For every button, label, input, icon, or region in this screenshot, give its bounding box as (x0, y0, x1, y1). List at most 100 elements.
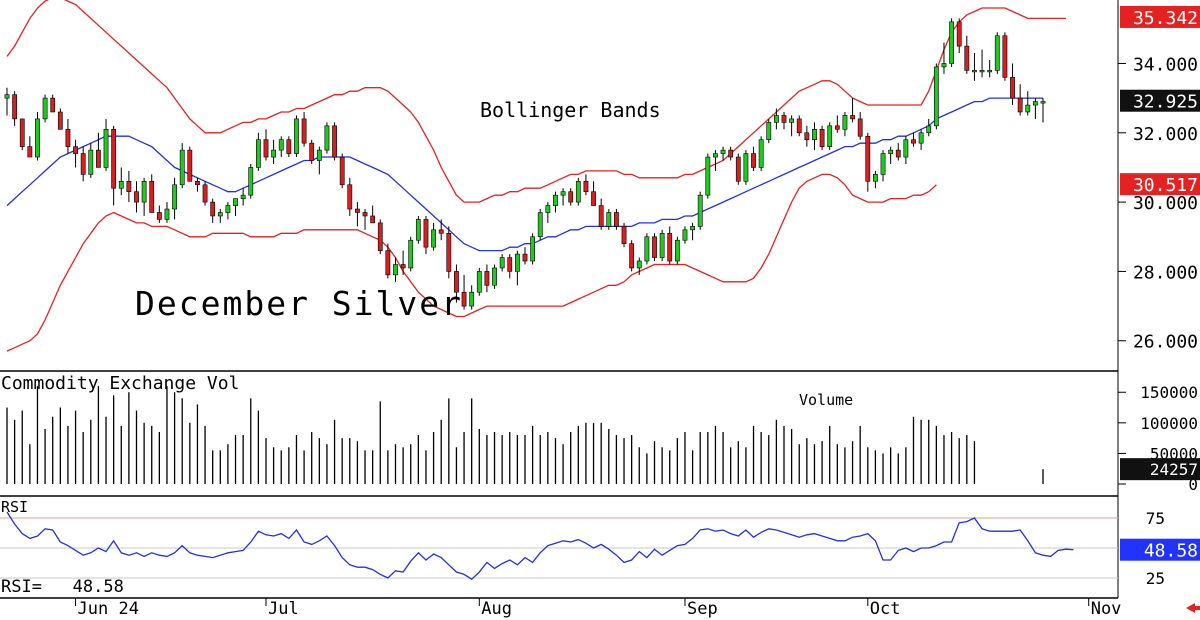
month-label: Sep (687, 599, 718, 619)
candle-body-down (347, 184, 353, 210)
candle-body-up (545, 205, 551, 213)
candle-body-up (316, 149, 322, 161)
candle-body-down (134, 191, 139, 203)
candle-body-down (781, 115, 787, 123)
candle-body-up (1032, 101, 1038, 106)
candle-body-up (476, 271, 482, 293)
price-tick-label: 28.000 (1133, 262, 1198, 283)
candle-body-down (12, 94, 18, 120)
candle-body-up (42, 97, 48, 120)
month-label: Oct (870, 599, 901, 619)
candle-body-down (895, 149, 901, 158)
candle-body-down (964, 45, 970, 71)
candle-body-down (65, 129, 71, 147)
candle-body-up (979, 70, 985, 73)
candle-body-up (1025, 104, 1031, 113)
candle-body-down (96, 149, 101, 168)
candle-body-up (118, 181, 124, 189)
candle-body-up (172, 184, 177, 210)
candle-body-up (164, 208, 170, 220)
candle-body-down (911, 139, 916, 144)
candle-body-up (248, 167, 254, 196)
bollinger-bands-label: Bollinger Bands (480, 98, 661, 122)
scroll-arrow-icon[interactable] (1186, 603, 1200, 613)
candle-body-down (522, 253, 528, 262)
candle-body-down (796, 118, 802, 134)
candle-body-down (652, 236, 657, 258)
bollinger-middle-line (6, 97, 1043, 252)
candle-body-down (751, 153, 756, 168)
candle-body-up (987, 70, 993, 73)
candle-body-up (415, 219, 421, 241)
candle-body-down (370, 215, 376, 224)
rsi-panel-title: RSI (1, 498, 28, 516)
candle-body-up (842, 115, 848, 130)
volume-panel-title: Commodity Exchange Vol (1, 373, 239, 394)
candle-body-up (271, 149, 277, 158)
candle-body-up (933, 66, 939, 127)
candle-body-down (507, 257, 513, 272)
candle-body-down (865, 135, 871, 182)
candle-body-up (705, 156, 711, 196)
candle-body-down (202, 184, 208, 203)
candle-body-up (88, 149, 94, 175)
candle-body-up (408, 239, 414, 269)
candle-body-down (195, 181, 200, 186)
rsi-panel: 25 75 48.58 (0, 509, 1200, 588)
candle-body-down (27, 146, 33, 158)
bollinger-bands (6, 0, 1066, 352)
candle-body-up (773, 115, 779, 123)
candle-body-down (850, 115, 855, 120)
volume-tick-label: 0 (1188, 475, 1198, 494)
candle-body-up (949, 21, 954, 64)
candle-body-down (728, 149, 734, 158)
candle-body-up (255, 139, 261, 168)
chart-title: December Silver (135, 284, 463, 323)
candle-body-up (697, 194, 703, 227)
candle-body-up (179, 149, 185, 186)
candle-body-down (301, 118, 307, 144)
price-tick-label: 32.000 (1133, 124, 1198, 145)
candle-body-up (393, 264, 398, 276)
candle-body-up (225, 205, 231, 213)
bollinger-lower-line (6, 173, 937, 352)
candle-body-down (50, 97, 56, 113)
candle-body-down (629, 243, 635, 269)
candle-body-down (857, 118, 863, 137)
candle-body-down (156, 212, 162, 220)
price-tag-label: 30.517 (1133, 175, 1198, 196)
candle-body-down (598, 205, 604, 227)
price-tick-label: 26.000 (1133, 332, 1198, 353)
candle-body-down (377, 222, 383, 251)
price-tick-label: 30.000 (1133, 193, 1198, 214)
candle-body-up (972, 70, 977, 73)
candle-body-up (233, 198, 238, 206)
price-tags: 35.342 32.925 30.517 (1120, 5, 1200, 196)
volume-last-tag-label: 24257 (1150, 460, 1198, 479)
candle-body-up (636, 260, 642, 269)
candle-body-up (240, 194, 246, 199)
month-label: Aug (481, 599, 512, 619)
candle-body-up (217, 212, 223, 217)
candle-body-up (469, 291, 475, 307)
candle-body-up (873, 174, 878, 182)
candle-body-up (994, 35, 1000, 71)
candle-body-up (903, 139, 909, 158)
candle-body-up (941, 63, 947, 68)
rsi-tick-label: 75 (1146, 509, 1165, 528)
candle-body-up (514, 253, 520, 272)
candle-body-down (362, 212, 368, 217)
candle-body-up (926, 125, 932, 134)
candle-body-up (294, 118, 299, 154)
month-label: Nov (1091, 599, 1122, 619)
volume-tick-label: 150000 (1140, 383, 1198, 402)
candlesticks (4, 18, 1046, 310)
candle-body-up (606, 212, 612, 227)
candle-body-down (1010, 77, 1015, 99)
candle-body-down (583, 181, 589, 192)
candle-body-up (560, 191, 566, 196)
candle-body-down (804, 132, 810, 141)
candle-body-up (682, 229, 688, 241)
candle-body-down (484, 271, 490, 286)
bollinger-upper-line (6, 0, 1066, 203)
